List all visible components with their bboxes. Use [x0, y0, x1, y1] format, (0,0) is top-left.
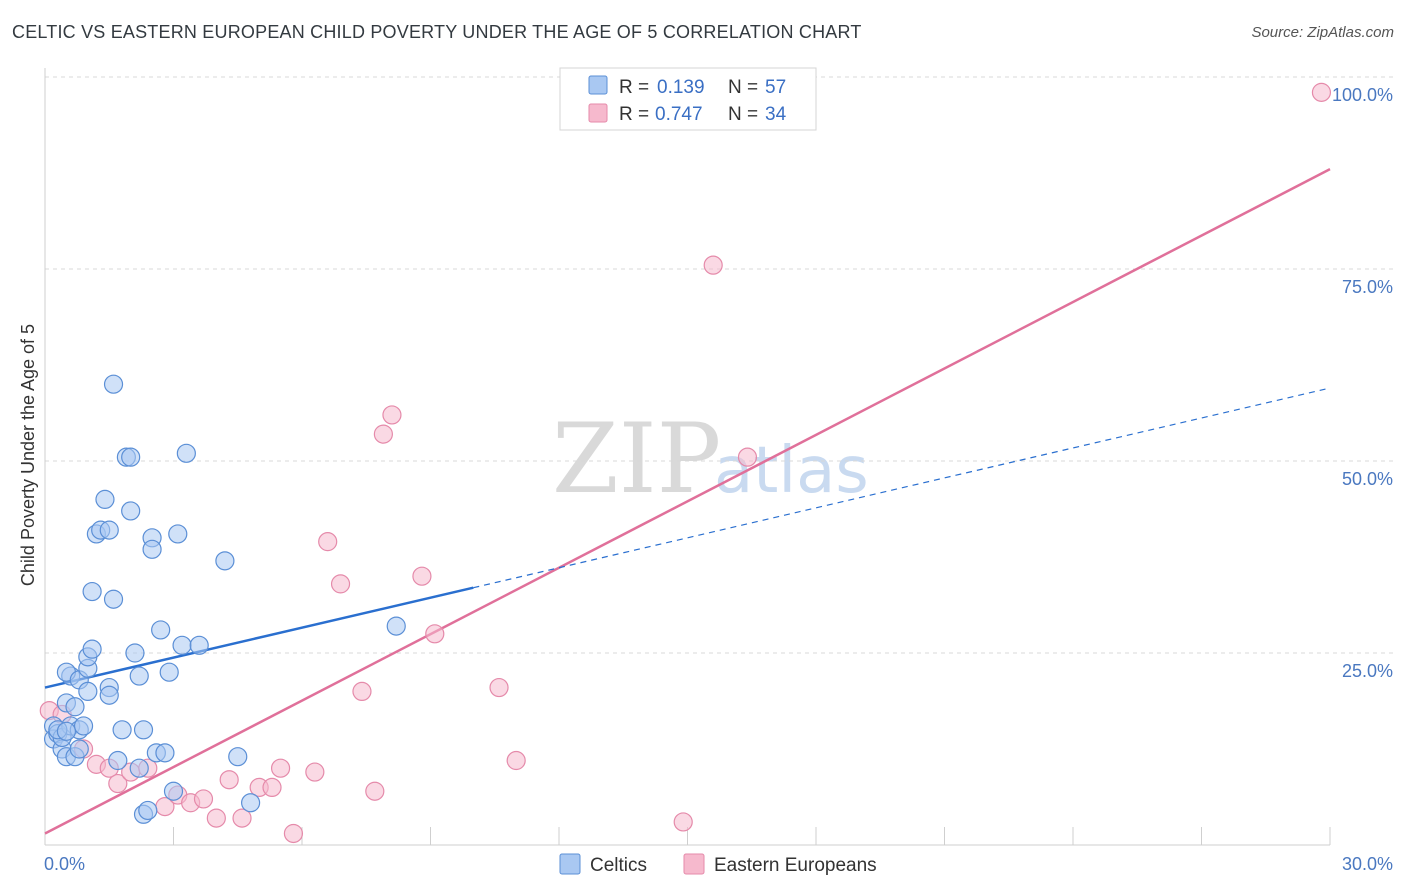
celtics-point-40 [142, 539, 162, 559]
celtics-point-16 [78, 681, 98, 702]
legend-n-value-celtics: 57 [765, 77, 786, 98]
legend-box: R = 0.139 N = 57 R = 0.747 N = 34 [559, 67, 817, 131]
celtics-point-53 [386, 616, 406, 636]
eastern-point-4 [108, 773, 128, 794]
celtics-point-46 [168, 524, 188, 544]
trend-lines [44, 168, 1331, 835]
celtics-point-20 [82, 581, 102, 602]
celtics-point-35 [129, 666, 149, 686]
bottom-legend: Celtics Eastern Europeans [559, 853, 877, 876]
legend-r-value-celtics: 0.139 [657, 77, 705, 98]
y-tick-label-75: 75.0% [1342, 277, 1393, 297]
eastern-point-30 [703, 255, 723, 275]
bottom-legend-swatch-eastern [683, 853, 705, 875]
eastern-europeans-points [39, 82, 1332, 844]
celtics-trend-line [44, 586, 474, 689]
celtics-point-28 [108, 750, 128, 771]
watermark-atlas: atlas [714, 434, 869, 508]
bottom-legend-swatch-celtics [559, 853, 581, 875]
celtics-point-10 [65, 697, 85, 717]
eastern-point-11 [206, 808, 226, 828]
eastern-point-31 [737, 447, 758, 467]
eastern-point-15 [262, 777, 282, 798]
legend-n-value-eastern: 34 [765, 104, 787, 125]
celtics-trend-line-extension [473, 387, 1331, 589]
y-tick-labels: 25.0% 50.0% 75.0% 100.0% [1332, 85, 1393, 681]
watermark-zip: ZIP [552, 403, 721, 515]
eastern-point-10 [193, 789, 214, 809]
chart-title: CELTIC VS EASTERN EUROPEAN CHILD POVERTY… [12, 22, 862, 42]
legend-n-label-celtics: N = [728, 77, 758, 98]
celtics-point-52 [241, 793, 261, 813]
celtics-point-32 [121, 447, 141, 467]
celtics-point-50 [215, 551, 235, 571]
celtics-point-31 [121, 501, 141, 521]
legend-r-label-celtics: R = [619, 77, 649, 98]
eastern-point-19 [318, 532, 338, 552]
eastern-point-27 [489, 677, 509, 698]
y-tick-label-100: 100.0% [1332, 85, 1393, 105]
celtics-point-24 [99, 520, 119, 540]
celtics-point-27 [103, 589, 124, 609]
y-tick-label-50: 50.0% [1342, 469, 1393, 489]
eastern-point-26 [425, 624, 445, 644]
eastern-point-24 [382, 405, 402, 425]
eastern-point-17 [283, 823, 304, 844]
celtics-point-37 [138, 800, 158, 821]
eastern-point-20 [330, 574, 351, 594]
celtics-point-45 [163, 781, 184, 801]
celtics-point-56 [56, 721, 77, 741]
celtics-point-19 [82, 639, 102, 659]
legend-n-label-eastern: N = [728, 104, 758, 125]
eastern-point-28 [506, 750, 526, 771]
legend-r-value-eastern: 0.747 [655, 104, 703, 125]
celtics-point-34 [129, 758, 149, 778]
celtics-point-23 [95, 489, 115, 509]
x-tick-label-max: 30.0% [1342, 854, 1393, 874]
eastern-trend-line [44, 168, 1331, 835]
bottom-legend-label-celtics: Celtics [590, 855, 647, 876]
x-tick-label-min: 0.0% [44, 854, 85, 874]
eastern-point-22 [365, 781, 385, 801]
celtics-point-14 [69, 739, 89, 759]
eastern-point-12 [219, 770, 239, 790]
celtics-point-38 [133, 720, 154, 740]
celtics-point-51 [228, 747, 248, 767]
y-tick-label-25: 25.0% [1342, 661, 1393, 681]
eastern-point-18 [305, 762, 325, 782]
celtics-point-26 [99, 685, 119, 705]
legend-swatch-eastern [588, 103, 608, 123]
celtics-point-33 [125, 643, 145, 663]
y-axis-label: Child Poverty Under the Age of 5 [18, 324, 38, 586]
celtics-point-15 [73, 716, 94, 736]
source-credit: Source: ZipAtlas.com [1251, 24, 1394, 41]
eastern-point-25 [412, 566, 432, 586]
celtics-point-42 [151, 620, 171, 640]
celtics-point-48 [176, 443, 196, 463]
grid-lines [45, 76, 1393, 654]
celtics-points [43, 374, 406, 824]
celtics-point-54 [103, 374, 124, 394]
celtics-point-44 [159, 662, 179, 682]
legend-r-label-eastern: R = [619, 104, 649, 125]
eastern-point-32 [1311, 82, 1332, 102]
celtics-point-29 [112, 720, 132, 740]
eastern-point-21 [352, 681, 372, 702]
celtics-point-43 [155, 743, 175, 763]
bottom-legend-label-eastern: Eastern Europeans [714, 855, 877, 876]
eastern-point-29 [673, 812, 693, 832]
eastern-point-13 [232, 808, 252, 828]
eastern-point-16 [270, 758, 291, 778]
eastern-point-23 [373, 424, 393, 444]
celtics-point-49 [189, 635, 209, 655]
legend-swatch-celtics [588, 75, 608, 95]
celtics-point-47 [172, 635, 192, 655]
